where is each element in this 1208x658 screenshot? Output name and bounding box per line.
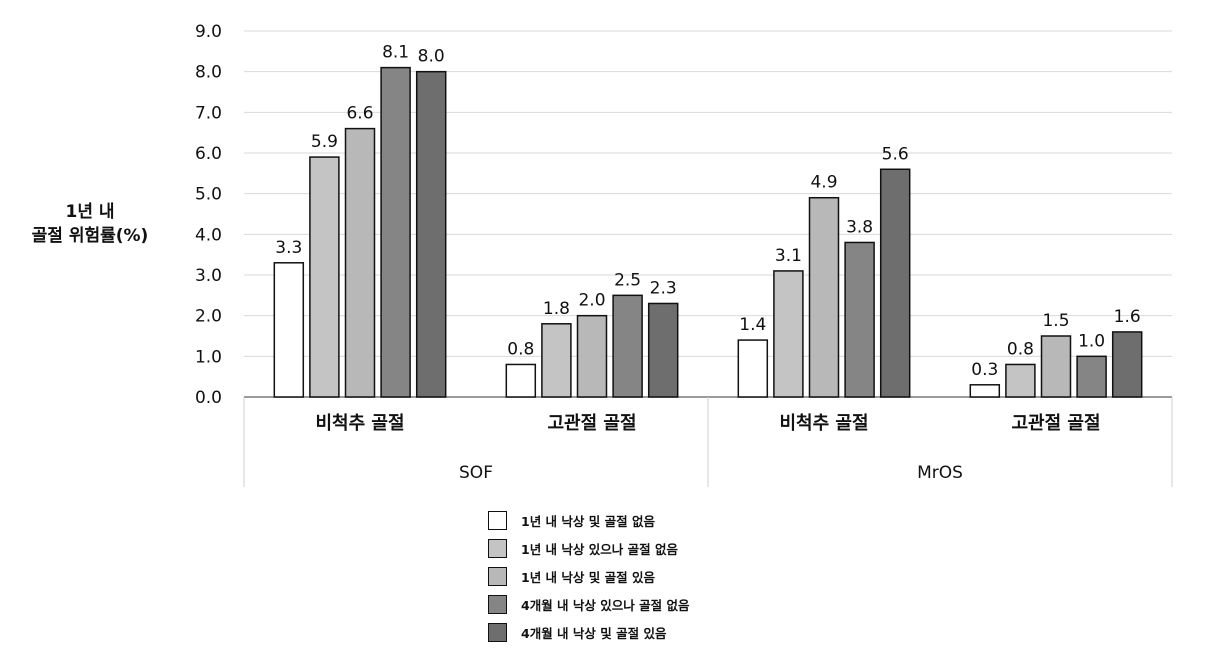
data-label: 2.3 — [650, 278, 677, 298]
legend: 1년 내 낙상 및 골절 없음 1년 내 낙상 있으나 골절 없음 1년 내 낙… — [488, 506, 689, 646]
chart-plot: 0.0 1.0 2.0 3.0 4.0 5.0 6.0 7.0 8.0 9.0 3.3 5.9 6.6 8… — [195, 22, 1173, 487]
y-axis-label-line-2: 골절 위험률(%) — [31, 226, 149, 246]
bar — [969, 384, 1001, 398]
data-label: 3.8 — [846, 217, 873, 237]
data-label: 1.5 — [1042, 311, 1069, 331]
bar — [273, 262, 305, 398]
bar — [380, 66, 411, 398]
data-label: 4.9 — [810, 173, 837, 193]
y-tick-label: 6.0 — [195, 144, 222, 164]
legend-item: 1년 내 낙상 있으나 골절 없음 — [488, 534, 689, 562]
y-tick-label: 7.0 — [195, 103, 222, 123]
bar — [576, 314, 608, 398]
bar — [612, 294, 643, 398]
bar — [344, 127, 376, 398]
legend-label: 1년 내 낙상 및 골절 있음 — [521, 569, 655, 585]
y-tick-label: 0.0 — [195, 388, 222, 408]
bar — [1005, 363, 1036, 398]
data-label: 1.0 — [1078, 331, 1105, 351]
y-tick-label: 4.0 — [195, 225, 222, 245]
legend-item: 1년 내 낙상 및 골절 없음 — [488, 506, 689, 534]
y-tick-label: 1.0 — [195, 347, 222, 367]
y-tick-label: 9.0 — [195, 22, 222, 42]
y-tick-label: 2.0 — [195, 307, 222, 327]
bar — [808, 196, 840, 398]
data-label: 1.8 — [543, 299, 570, 319]
legend-label: 4개월 내 낙상 있으나 골절 없음 — [521, 597, 690, 613]
data-label: 2.5 — [614, 270, 641, 290]
data-label: 3.1 — [775, 246, 802, 266]
data-label: 0.8 — [1007, 339, 1034, 359]
legend-label: 1년 내 낙상 및 골절 없음 — [521, 513, 655, 529]
legend-swatch — [488, 622, 507, 642]
data-label: 5.9 — [311, 132, 338, 152]
data-label: 3.3 — [275, 238, 302, 258]
x-category-label: 고관절 골절 — [1011, 413, 1100, 434]
legend-swatch — [488, 594, 507, 614]
legend-label: 4개월 내 낙상 및 골절 있음 — [521, 625, 667, 641]
data-label: 8.1 — [382, 43, 409, 63]
y-tick-label: 8.0 — [195, 63, 222, 83]
legend-label: 1년 내 낙상 있으나 골절 없음 — [521, 541, 678, 557]
legend-swatch — [488, 538, 507, 558]
y-axis-label: 1년 내 골절 위험률(%) — [10, 200, 170, 248]
y-tick-label: 3.0 — [195, 266, 222, 286]
x-category-label: 비척추 골절 — [779, 413, 868, 434]
data-label: 1.6 — [1114, 307, 1141, 327]
y-tick-label: 5.0 — [195, 185, 222, 205]
x-group-label: SOF — [459, 463, 493, 483]
data-label: 1.4 — [739, 315, 766, 335]
bar — [773, 270, 804, 398]
bar — [505, 363, 537, 398]
legend-swatch — [488, 510, 507, 530]
bar — [879, 168, 911, 398]
bar — [737, 339, 769, 398]
bar — [415, 70, 447, 398]
bar — [1111, 331, 1143, 398]
bar — [1040, 335, 1072, 398]
data-label: 0.8 — [507, 339, 534, 359]
bar — [541, 323, 572, 398]
bar — [647, 302, 679, 398]
bar — [844, 241, 875, 398]
data-label: 2.0 — [578, 291, 605, 311]
data-label: 8.0 — [418, 47, 445, 67]
legend-item: 4개월 내 낙상 있으나 골절 없음 — [488, 590, 689, 618]
bar — [309, 156, 340, 398]
legend-item: 4개월 내 낙상 및 골절 있음 — [488, 618, 689, 646]
x-group-label: MrOS — [917, 463, 963, 483]
data-label: 0.3 — [971, 360, 998, 380]
data-label: 5.6 — [882, 144, 909, 164]
x-category-label: 고관절 골절 — [547, 413, 636, 434]
bar — [1076, 355, 1107, 398]
y-axis-label-line-1: 1년 내 — [65, 202, 115, 222]
legend-item: 1년 내 낙상 및 골절 있음 — [488, 562, 689, 590]
data-label: 6.6 — [346, 104, 373, 124]
x-category-label: 비척추 골절 — [315, 413, 404, 434]
legend-swatch — [488, 566, 507, 586]
